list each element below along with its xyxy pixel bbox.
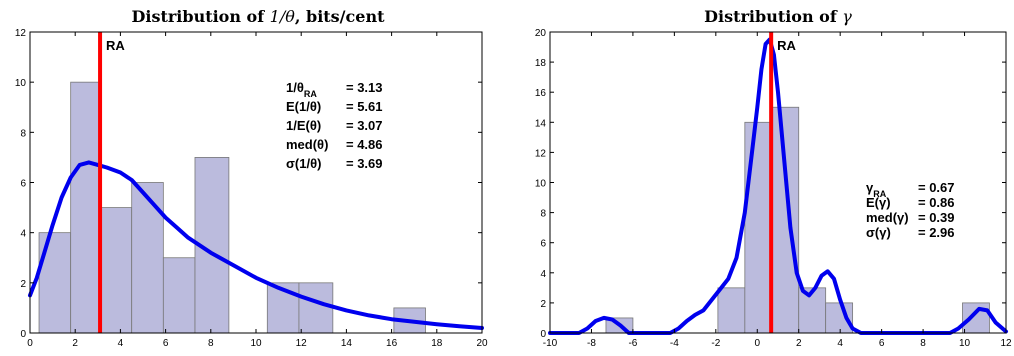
x-tick-label: 8 <box>920 338 926 349</box>
stat-label-text: med(θ) <box>286 137 328 152</box>
x-tick-label: 0 <box>754 338 760 349</box>
x-tick-label: -2 <box>711 338 720 349</box>
y-tick-label: 4 <box>20 229 26 240</box>
x-tick-label: 10 <box>959 338 971 349</box>
x-tick-label: -6 <box>628 338 637 349</box>
stat-label-text: γ <box>866 180 874 195</box>
stat-value: = 0.39 <box>918 210 955 225</box>
stat-value: = 3.07 <box>346 118 383 133</box>
x-tick-label: 6 <box>163 338 169 349</box>
y-tick-label: 6 <box>20 179 26 190</box>
title-math: γ <box>842 7 852 26</box>
stat-value: = 4.86 <box>346 137 383 152</box>
histogram-bar <box>131 182 164 334</box>
stat-value: = 5.61 <box>346 99 383 114</box>
x-tick-label: -8 <box>587 338 596 349</box>
x-tick-label: 2 <box>796 338 802 349</box>
x-tick-label: 4 <box>118 338 124 349</box>
x-tick-label: 12 <box>1000 338 1012 349</box>
stat-label-text: 1/θ <box>286 80 304 95</box>
stat-label-text: E(1/θ) <box>286 99 321 114</box>
x-tick-label: 8 <box>208 338 214 349</box>
y-tick-label: 2 <box>20 279 26 290</box>
stat-label: γRA <box>866 180 887 199</box>
stat-label: med(θ) <box>286 137 328 152</box>
y-tick-label: 10 <box>535 179 547 190</box>
stat-label-text: σ(1/θ) <box>286 156 321 171</box>
x-tick-label: 6 <box>879 338 885 349</box>
ra-label: RA <box>777 38 796 53</box>
title-text: Distribution of <box>704 7 842 26</box>
x-tick-label: 18 <box>431 338 443 349</box>
histogram-bar <box>162 257 196 334</box>
y-tick-label: 0 <box>20 329 26 340</box>
stat-label: σ(1/θ) <box>286 156 321 171</box>
x-tick-label: 4 <box>837 338 843 349</box>
stat-label: 1/θRA <box>286 80 317 99</box>
histogram-bar <box>717 287 746 334</box>
stat-label-text: σ(γ) <box>866 225 891 240</box>
x-tick-label: -4 <box>670 338 679 349</box>
x-tick-label: 16 <box>386 338 398 349</box>
histogram-bar <box>771 106 800 334</box>
y-tick-label: 12 <box>15 28 27 39</box>
y-tick-label: 8 <box>20 128 26 139</box>
title-math: 1/θ <box>270 7 296 26</box>
stat-label-text: 1/E(θ) <box>286 118 321 133</box>
stat-label: med(γ) <box>866 210 909 225</box>
x-tick-label: 10 <box>250 338 262 349</box>
y-tick-label: 10 <box>15 78 27 89</box>
y-tick-label: 4 <box>540 269 546 280</box>
x-tick-label: 2 <box>72 338 78 349</box>
chart-title: Distribution of 1/θ, bits/cent <box>132 7 386 26</box>
x-tick-label: -10 <box>543 338 558 349</box>
stat-value: = 3.13 <box>346 80 383 95</box>
stat-label-text: E(γ) <box>866 195 891 210</box>
title-suffix: , bits/cent <box>295 7 385 26</box>
x-tick-label: 14 <box>341 338 353 349</box>
y-tick-label: 0 <box>540 329 546 340</box>
y-tick-label: 14 <box>535 118 547 129</box>
y-tick-label: 12 <box>535 148 547 159</box>
x-tick-label: 0 <box>27 338 33 349</box>
stat-value: = 2.96 <box>918 225 955 240</box>
histogram-bar <box>962 302 990 334</box>
y-tick-label: 16 <box>535 88 547 99</box>
ra-label: RA <box>106 38 125 53</box>
histogram-bar <box>70 81 101 334</box>
stats-annotation: 1/θRA = 3.13 E(1/θ) = 5.61 1/E(θ) = 3.07 med(θ… <box>286 80 383 171</box>
y-tick-label: 20 <box>535 28 547 39</box>
density-curve <box>28 160 484 330</box>
x-tick-label: 12 <box>296 338 308 349</box>
chart-panel-2: Distribution of γRA-10 -8 -6 -4 -2 0 2 4 6 8 10 120… <box>535 7 1012 349</box>
histogram-bar <box>99 207 133 334</box>
histogram-bar <box>744 121 773 334</box>
stat-value: = 3.69 <box>346 156 383 171</box>
chart-title: Distribution of γ <box>704 7 852 26</box>
stat-label-text: med(γ) <box>866 210 909 225</box>
y-tick-label: 8 <box>540 209 546 220</box>
stat-label: σ(γ) <box>866 225 891 240</box>
stat-value: = 0.86 <box>918 195 955 210</box>
stat-label: E(γ) <box>866 195 891 210</box>
stat-label-subscript: RA <box>873 189 886 199</box>
title-text: Distribution of <box>132 7 270 26</box>
y-tick-label: 6 <box>540 239 546 250</box>
y-tick-label: 18 <box>535 58 547 69</box>
stat-label: 1/E(θ) <box>286 118 321 133</box>
stat-label-subscript: RA <box>304 89 317 99</box>
x-tick-label: 20 <box>476 338 488 349</box>
stat-label: E(1/θ) <box>286 99 321 114</box>
stats-annotation: γRA = 0.67 E(γ) = 0.86 med(γ) = 0.39 σ(γ) = 2.9… <box>866 180 955 240</box>
y-tick-label: 2 <box>540 299 546 310</box>
histogram-bar <box>298 282 334 334</box>
stat-value: = 0.67 <box>918 180 955 195</box>
